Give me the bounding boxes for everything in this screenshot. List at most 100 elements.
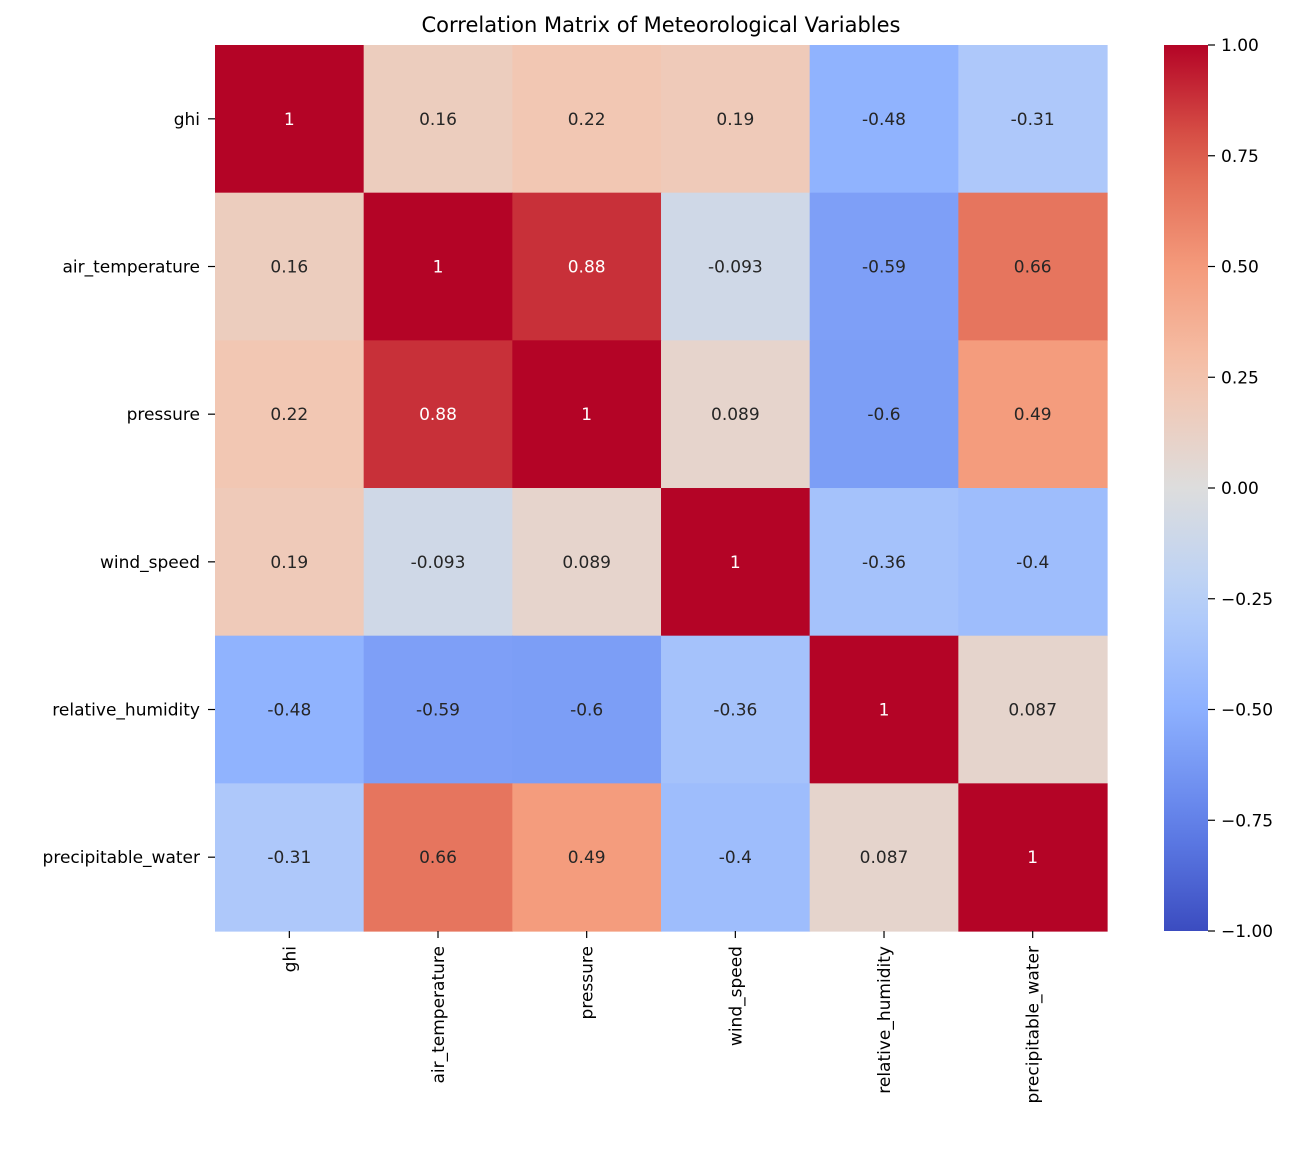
cell-annotation: -0.48 <box>862 110 906 130</box>
heatmap-cell-relative_humidity-air_temperature <box>363 635 513 784</box>
heatmap-annotations: 1 0.16 0.22 0.19 -0.48 -0.31 0.16 1 0.88 -0.093 -0… <box>267 110 1057 868</box>
heatmap-cell-relative_humidity-relative_humidity <box>809 635 959 784</box>
cell-annotation: 0.88 <box>419 405 457 425</box>
heatmap-cell-precipitable_water-precipitable_water <box>958 783 1108 932</box>
cell-annotation: 1 <box>1027 848 1038 868</box>
cell-annotation: 1 <box>730 553 741 573</box>
colorbar-tick-label: −0.50 <box>1221 701 1273 721</box>
cell-annotation: -0.6 <box>867 405 900 425</box>
heatmap-cell-air_temperature-wind_speed <box>661 192 811 341</box>
colorbar <box>1164 45 1208 931</box>
colorbar-tick-label: −0.75 <box>1221 811 1273 831</box>
heatmap-cell-wind_speed-relative_humidity <box>809 488 959 637</box>
heatmap-cell-relative_humidity-pressure <box>512 635 662 784</box>
colorbar-tick-label: −1.00 <box>1221 922 1273 942</box>
heatmap-cell-ghi-wind_speed <box>661 45 811 194</box>
cell-annotation: -0.31 <box>267 848 311 868</box>
heatmap-cell-relative_humidity-precipitable_water <box>958 635 1108 784</box>
cell-annotation: -0.4 <box>1016 553 1049 573</box>
heatmap-cell-precipitable_water-relative_humidity <box>809 783 959 932</box>
colorbar-tick-label: 1.00 <box>1221 36 1259 56</box>
x-tick-label: ghi <box>280 946 300 972</box>
heatmap-cell-pressure-ghi <box>215 340 365 489</box>
cell-annotation: 1 <box>581 405 592 425</box>
cell-annotation: 0.089 <box>711 405 760 425</box>
cell-annotation: 0.087 <box>860 848 909 868</box>
y-tick-label: relative_humidity <box>52 701 200 721</box>
heatmap-cells <box>215 45 1108 932</box>
cell-annotation: -0.36 <box>713 701 757 721</box>
cell-annotation: -0.36 <box>862 553 906 573</box>
cell-annotation: 0.16 <box>270 258 308 278</box>
cell-annotation: -0.093 <box>708 258 763 278</box>
x-tick-label: precipitable_water <box>1024 946 1044 1103</box>
cell-annotation: 0.66 <box>1014 258 1052 278</box>
cell-annotation: 0.089 <box>562 553 611 573</box>
cell-annotation: 0.19 <box>716 110 754 130</box>
y-tick-label: precipitable_water <box>43 848 200 868</box>
cell-annotation: 0.22 <box>568 110 606 130</box>
heatmap-cell-air_temperature-relative_humidity <box>809 192 959 341</box>
cell-annotation: 0.49 <box>1014 405 1052 425</box>
heatmap-cell-relative_humidity-wind_speed <box>661 635 811 784</box>
heatmap-cell-pressure-precipitable_water <box>958 340 1108 489</box>
heatmap-cell-air_temperature-ghi <box>215 192 365 341</box>
heatmap-cell-air_temperature-air_temperature <box>363 192 513 341</box>
heatmap-cell-pressure-relative_humidity <box>809 340 959 489</box>
heatmap-cell-wind_speed-air_temperature <box>363 488 513 637</box>
cell-annotation: 0.49 <box>568 848 606 868</box>
cell-annotation: 0.19 <box>270 553 308 573</box>
y-axis-ticks: ghi air_temperature pressure wind_speedrela… <box>43 110 215 868</box>
cell-annotation: -0.48 <box>267 701 311 721</box>
heatmap-cell-ghi-air_temperature <box>363 45 513 194</box>
heatmap-cell-precipitable_water-pressure <box>512 783 662 932</box>
colorbar-ticks: 1.00 0.75 0.50 0.25 0.00 −0.25 −0.50 −0.75 −1.00 <box>1208 36 1273 942</box>
cell-annotation: -0.093 <box>411 553 466 573</box>
heatmap-cell-pressure-air_temperature <box>363 340 513 489</box>
colorbar-tick-label: 0.50 <box>1221 258 1259 278</box>
heatmap-cell-air_temperature-precipitable_water <box>958 192 1108 341</box>
heatmap-cell-wind_speed-pressure <box>512 488 662 637</box>
heatmap-cell-pressure-pressure <box>512 340 662 489</box>
y-tick-label: wind_speed <box>100 553 200 573</box>
cell-annotation: 1 <box>433 258 444 278</box>
heatmap-cell-wind_speed-wind_speed <box>661 488 811 637</box>
cell-annotation: 0.88 <box>568 258 606 278</box>
cell-annotation: 0.16 <box>419 110 457 130</box>
heatmap-cell-ghi-relative_humidity <box>809 45 959 194</box>
x-tick-label: air_temperature <box>429 946 449 1084</box>
heatmap-cell-precipitable_water-air_temperature <box>363 783 513 932</box>
cell-annotation: -0.59 <box>416 701 460 721</box>
heatmap-cell-ghi-precipitable_water <box>958 45 1108 194</box>
chart-title: Correlation Matrix of Meteorological Var… <box>422 13 901 37</box>
cell-annotation: -0.59 <box>862 258 906 278</box>
y-tick-label: air_temperature <box>63 258 201 278</box>
heatmap-cell-precipitable_water-ghi <box>215 783 365 932</box>
heatmap-cell-pressure-wind_speed <box>661 340 811 489</box>
y-tick-label: pressure <box>127 405 200 425</box>
cell-annotation: 1 <box>284 110 295 130</box>
cell-annotation: -0.6 <box>570 701 603 721</box>
x-tick-label: relative_humidity <box>875 946 895 1094</box>
heatmap-cell-wind_speed-precipitable_water <box>958 488 1108 637</box>
x-tick-label: wind_speed <box>726 946 746 1046</box>
heatmap-cell-precipitable_water-wind_speed <box>661 783 811 932</box>
heatmap-cell-relative_humidity-ghi <box>215 635 365 784</box>
cell-annotation: 0.66 <box>419 848 457 868</box>
colorbar-tick-label: 0.75 <box>1221 147 1259 167</box>
heatmap-cell-ghi-ghi <box>215 45 365 194</box>
heatmap-cell-wind_speed-ghi <box>215 488 365 637</box>
cell-annotation: 1 <box>879 701 890 721</box>
colorbar-tick-label: −0.25 <box>1221 590 1273 610</box>
heatmap-cell-ghi-pressure <box>512 45 662 194</box>
heatmap-cell-air_temperature-pressure <box>512 192 662 341</box>
cell-annotation: 0.22 <box>270 405 308 425</box>
cell-annotation: -0.4 <box>719 848 752 868</box>
colorbar-tick-label: 0.25 <box>1221 368 1259 388</box>
x-tick-label: pressure <box>578 946 598 1019</box>
colorbar-tick-label: 0.00 <box>1221 479 1259 499</box>
cell-annotation: -0.31 <box>1011 110 1055 130</box>
x-axis-ticks: ghi air_temperature pressure wind_speed rela… <box>280 931 1044 1103</box>
